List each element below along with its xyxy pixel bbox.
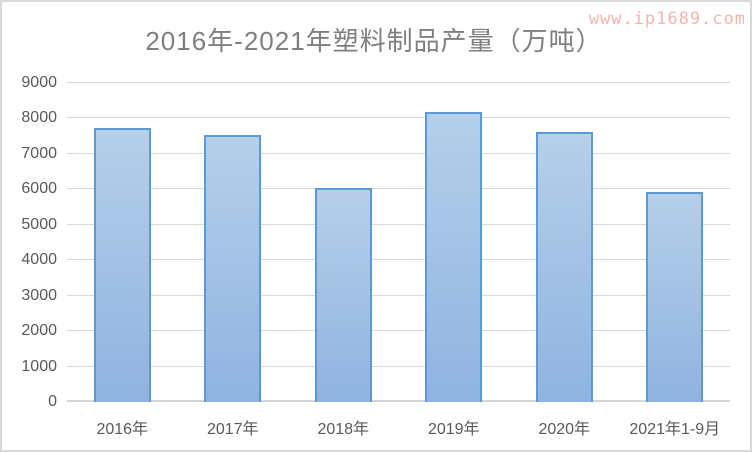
y-tick-label-8000: 8000 xyxy=(21,109,57,127)
x-tick-label-2018年: 2018年 xyxy=(317,421,370,438)
y-tick-label-2000: 2000 xyxy=(21,322,57,340)
plot-area: 0 1000 2000 3000 4000 5000 6000 7000 8000 9000 201… xyxy=(21,75,730,438)
bar-2019年 xyxy=(425,111,483,402)
gridline-3000 xyxy=(67,294,730,296)
y-tick-label-4000: 4000 xyxy=(21,251,57,269)
bar-2020年 xyxy=(535,132,593,402)
chart-title: 2016年-2021年塑料制品产量（万吨） xyxy=(145,26,603,56)
gridline-1000 xyxy=(67,365,730,367)
x-axis-line xyxy=(67,400,730,402)
y-tick-label-1000: 1000 xyxy=(21,357,57,375)
gridline-2000 xyxy=(67,330,730,332)
y-tick-label-6000: 6000 xyxy=(21,180,57,198)
watermark-text: www.ip1689.com xyxy=(588,9,746,29)
y-tick-label-9000: 9000 xyxy=(21,74,57,91)
y-tick-label-5000: 5000 xyxy=(21,215,57,233)
x-tick-label-2017年: 2017年 xyxy=(206,421,259,438)
x-tick-label-2020年: 2020年 xyxy=(538,421,591,438)
y-tick-label-3000: 3000 xyxy=(21,286,57,304)
y-tick-label-0: 0 xyxy=(48,393,57,410)
gridline-9000 xyxy=(67,82,730,83)
gridline-7000 xyxy=(67,152,730,154)
gridline-8000 xyxy=(67,117,730,119)
bar-2021年1-9月 xyxy=(646,191,704,402)
bar-2017年 xyxy=(204,135,262,402)
x-tick-label-2016年: 2016年 xyxy=(96,421,149,438)
x-tick-label-2021年1-9月: 2021年1-9月 xyxy=(629,421,721,438)
x-tick-label-2019年: 2019年 xyxy=(427,421,480,438)
gridline-4000 xyxy=(67,259,730,261)
gridline-5000 xyxy=(67,223,730,225)
bar-2016年 xyxy=(93,128,151,402)
bar-2018年 xyxy=(314,187,372,402)
gridline-6000 xyxy=(67,188,730,190)
y-tick-label-7000: 7000 xyxy=(21,144,57,162)
